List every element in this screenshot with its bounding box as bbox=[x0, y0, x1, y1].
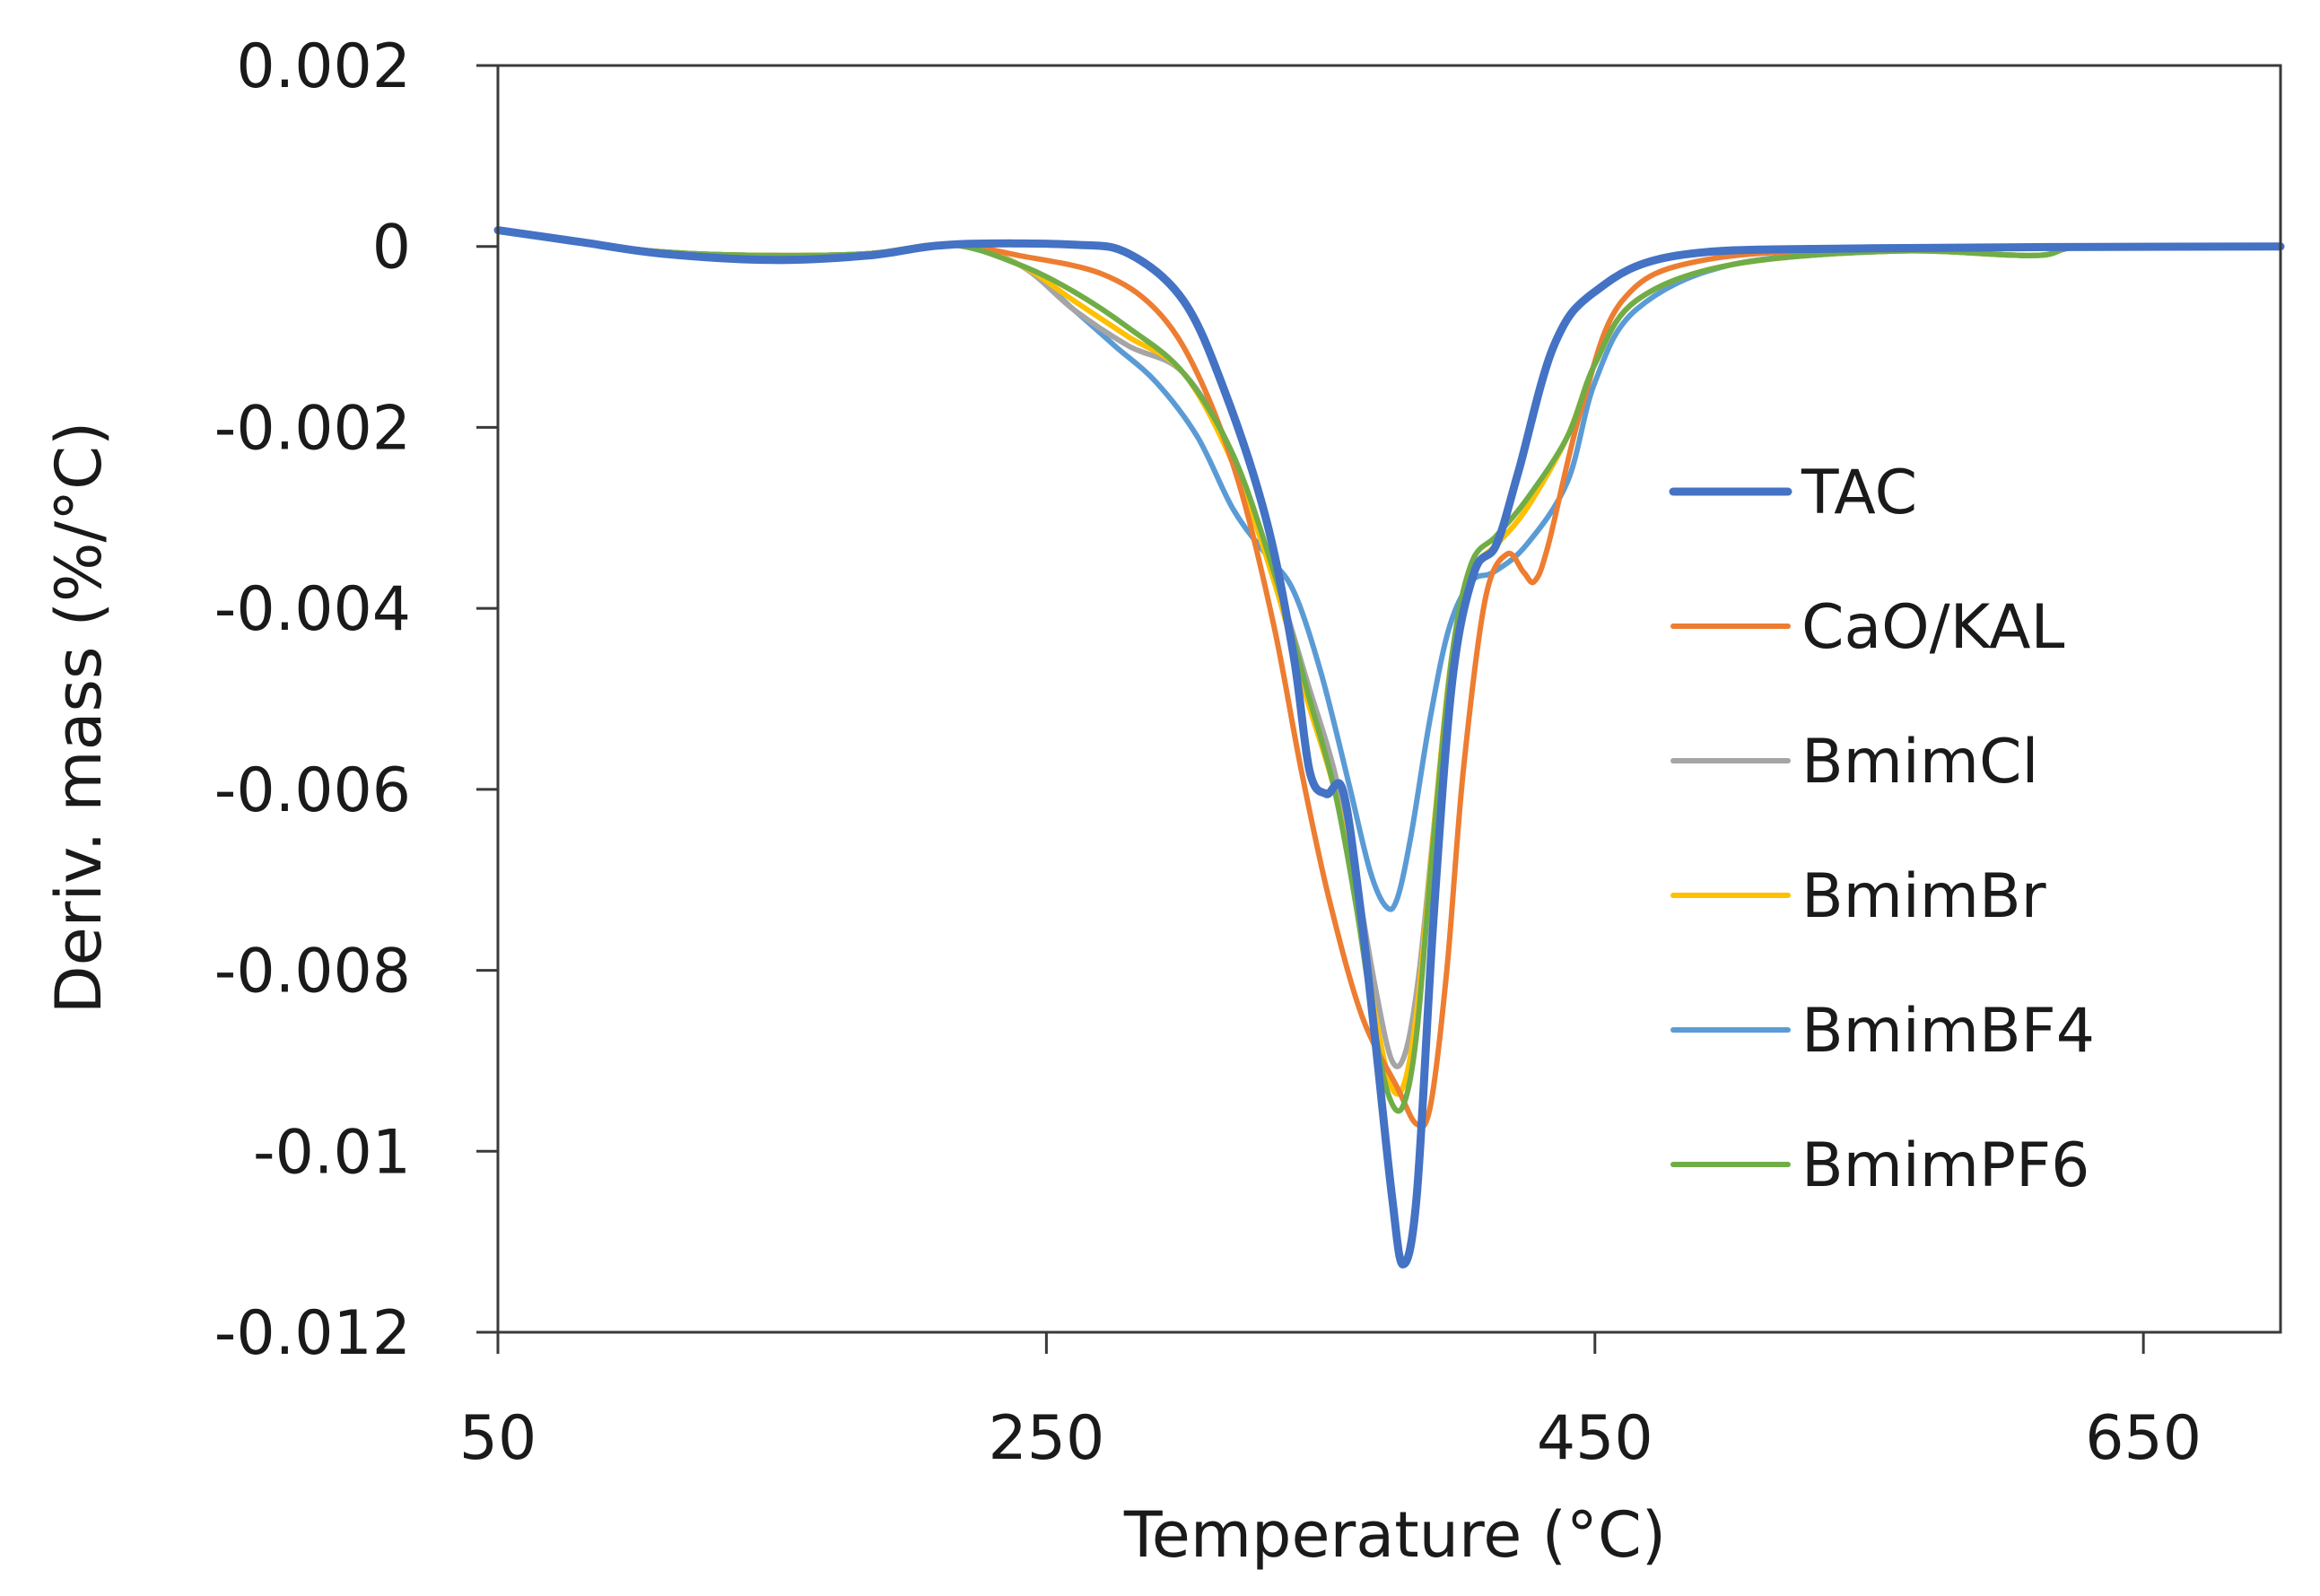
y-tick-label: -0.002 bbox=[214, 393, 411, 464]
legend: TAC CaO/KAL BmimCl BmimBr BmimBF4 BmimPF6 bbox=[1669, 458, 2095, 1201]
x-tick-label: 450 bbox=[1537, 1403, 1653, 1474]
legend-label-bmimbf4: BmimBF4 bbox=[1801, 996, 2095, 1067]
legend-label-bmimcl: BmimCl bbox=[1801, 727, 2038, 798]
legend-label-bmimbr: BmimBr bbox=[1801, 861, 2046, 932]
y-tick-label: -0.008 bbox=[214, 937, 411, 1007]
series-line-tac bbox=[493, 226, 2285, 1269]
y-tick-label: 0.002 bbox=[236, 31, 411, 102]
plot-lines bbox=[493, 226, 2285, 1269]
series-line-bmimpf6 bbox=[495, 227, 2283, 1114]
plot-frame bbox=[496, 64, 2282, 1334]
legend-label-cao-kal: CaO/KAL bbox=[1801, 592, 2064, 663]
plot-border bbox=[496, 64, 2282, 1334]
y-axis: 0.002 0 -0.002 -0.004 -0.006 -0.008 -0.01 -0.01… bbox=[214, 31, 498, 1369]
y-tick-label: 0 bbox=[372, 213, 411, 283]
y-tick-label: -0.012 bbox=[214, 1298, 411, 1369]
y-tick-label: -0.01 bbox=[253, 1117, 411, 1188]
y-tick-label: -0.006 bbox=[214, 755, 411, 826]
x-axis-label: Temperature (°C) bbox=[1123, 1498, 1666, 1572]
x-tick-label: 650 bbox=[2085, 1403, 2202, 1474]
y-axis-label: Deriv. mass (%/°C) bbox=[42, 422, 116, 1015]
y-tick-label: -0.004 bbox=[214, 574, 411, 645]
x-tick-label: 250 bbox=[988, 1403, 1104, 1474]
x-tick-label: 50 bbox=[459, 1403, 537, 1474]
series-line-cao-kal bbox=[495, 227, 2283, 1129]
x-axis: 50 250 450 650 bbox=[459, 1332, 2202, 1474]
series-line-bmimbf4 bbox=[495, 227, 2283, 912]
legend-label-tac: TAC bbox=[1801, 458, 1917, 528]
legend-label-bmimpf6: BmimPF6 bbox=[1801, 1130, 2089, 1201]
